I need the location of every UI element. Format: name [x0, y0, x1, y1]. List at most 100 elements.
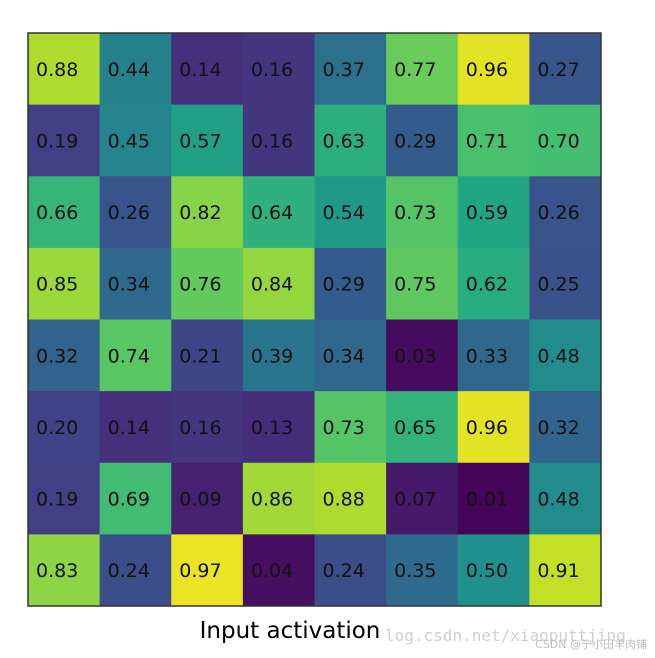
heatmap-cell	[28, 33, 101, 106]
cell-value-label: 0.77	[394, 59, 436, 81]
heatmap-cell	[242, 319, 316, 392]
cell-value-label: 0.35	[394, 560, 436, 582]
cell-value-label: 0.07	[394, 489, 436, 511]
heatmap-cell	[314, 462, 387, 535]
heatmap-cell	[386, 319, 459, 392]
cell-value-label: 0.45	[108, 130, 150, 152]
cell-value-label: 0.33	[466, 345, 508, 367]
heatmap-cell	[242, 176, 316, 249]
cell-value-label: 0.32	[537, 417, 579, 439]
cell-value-label: 0.65	[394, 417, 436, 439]
heatmap-cell	[529, 319, 602, 392]
heatmap-cell	[171, 33, 244, 106]
cell-value-label: 0.48	[537, 489, 579, 511]
heatmap-cell	[242, 462, 316, 535]
cell-value-label: 0.75	[394, 274, 436, 296]
cell-value-label: 0.96	[466, 59, 508, 81]
cell-value-label: 0.03	[394, 345, 436, 367]
cell-value-label: 0.13	[251, 417, 293, 439]
heatmap-cell	[171, 462, 244, 535]
heatmap-cell	[386, 462, 459, 535]
cell-value-label: 0.66	[36, 202, 78, 224]
heatmap-cell	[314, 534, 387, 607]
watermark-url: log.csdn.net/xiaoputtjing	[385, 626, 626, 645]
heatmap-cell	[457, 33, 530, 106]
cell-value-label: 0.96	[466, 417, 508, 439]
cell-value-label: 0.27	[537, 59, 579, 81]
heatmap-cell	[99, 176, 172, 249]
heatmap-cell	[457, 462, 530, 535]
heatmap-cell	[242, 391, 316, 464]
heatmap-cell	[171, 176, 244, 249]
heatmap-cell	[386, 247, 459, 321]
cell-value-label: 0.88	[36, 59, 78, 81]
chart-title: Input activation	[199, 618, 381, 644]
cell-value-label: 0.88	[323, 489, 365, 511]
heatmap-cell	[314, 176, 387, 249]
cell-value-label: 0.29	[323, 274, 365, 296]
cell-value-label: 0.69	[108, 489, 150, 511]
cell-value-label: 0.37	[323, 59, 365, 81]
heatmap-cell	[457, 391, 530, 464]
heatmap-cell	[529, 391, 602, 464]
cell-value-label: 0.70	[537, 130, 579, 152]
heatmap-cell	[386, 33, 459, 106]
cell-value-label: 0.73	[394, 202, 436, 224]
heatmap-cell	[242, 33, 316, 106]
cell-value-label: 0.76	[179, 274, 221, 296]
cell-value-label: 0.48	[537, 345, 579, 367]
cell-value-label: 0.82	[179, 202, 221, 224]
cell-value-label: 0.86	[251, 489, 293, 511]
cell-value-label: 0.97	[179, 560, 221, 582]
heatmap-border	[27, 32, 602, 607]
cell-value-label: 0.34	[108, 274, 150, 296]
cell-value-label: 0.54	[323, 202, 365, 224]
cell-value-label: 0.85	[36, 274, 78, 296]
heatmap-cell	[242, 247, 316, 321]
cell-value-label: 0.59	[466, 202, 508, 224]
cell-value-label: 0.34	[323, 345, 365, 367]
cell-value-label: 0.16	[251, 130, 293, 152]
heatmap-cell	[171, 391, 244, 464]
cell-value-label: 0.19	[36, 489, 78, 511]
heatmap-cell	[242, 534, 316, 607]
heatmap-cell	[28, 319, 101, 392]
heatmap-cell	[242, 104, 316, 177]
cell-value-label: 0.01	[466, 489, 508, 511]
heatmap-cell	[529, 176, 602, 249]
cell-value-label: 0.21	[179, 345, 221, 367]
cell-value-label: 0.83	[36, 560, 78, 582]
heatmap-cell	[314, 391, 387, 464]
cell-value-label: 0.24	[108, 560, 150, 582]
watermark-credit: CSDN @宁小田羊肉铺	[535, 638, 647, 651]
cell-value-label: 0.73	[323, 417, 365, 439]
cell-value-label: 0.32	[36, 345, 78, 367]
heatmap-cell	[99, 462, 172, 535]
heatmap-cell	[386, 176, 459, 249]
heatmap-cell	[28, 534, 101, 607]
heatmap-cell	[529, 104, 602, 177]
cell-value-label: 0.19	[36, 130, 78, 152]
cell-value-label: 0.26	[537, 202, 579, 224]
heatmap-cell	[28, 176, 101, 249]
heatmap-cell	[99, 33, 172, 106]
cell-value-label: 0.62	[466, 274, 508, 296]
heatmap-cell	[457, 534, 530, 607]
cell-value-label: 0.91	[537, 560, 579, 582]
heatmap-cell	[529, 33, 602, 106]
cell-value-label: 0.50	[466, 560, 508, 582]
heatmap-cell	[457, 104, 530, 177]
heatmap-cell	[386, 104, 459, 177]
cell-value-label: 0.14	[108, 417, 150, 439]
heatmap-cell	[28, 462, 101, 535]
cell-value-label: 0.04	[251, 560, 293, 582]
cell-value-label: 0.64	[251, 202, 293, 224]
heatmap-cell	[99, 319, 172, 392]
cell-value-label: 0.14	[179, 59, 221, 81]
cell-value-label: 0.16	[251, 59, 293, 81]
cell-value-label: 0.39	[251, 345, 293, 367]
heatmap-cell	[28, 391, 101, 464]
heatmap-cell	[171, 104, 244, 177]
heatmap-cell	[171, 319, 244, 392]
